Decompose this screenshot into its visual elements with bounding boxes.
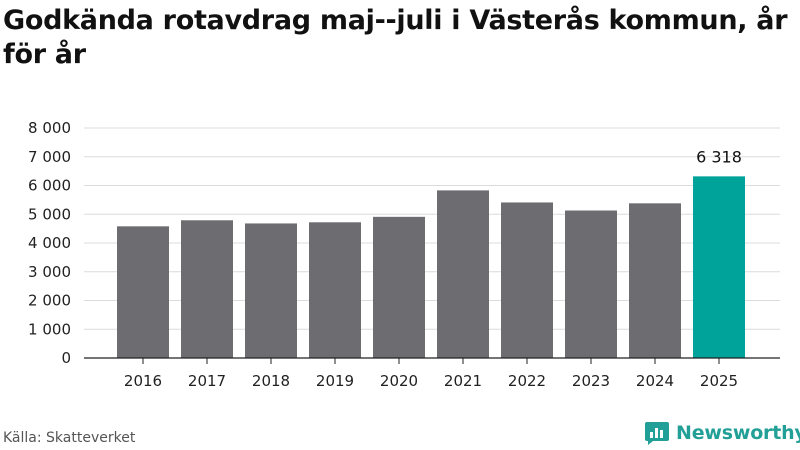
y-tick-label: 2 000 [28,292,71,310]
brand-name: Newsworthy [676,422,800,444]
y-tick-label: 8 000 [28,119,71,137]
x-tick-label: 2017 [188,372,226,390]
y-tick-label: 6 000 [28,177,71,195]
x-tick-label: 2024 [636,372,674,390]
x-tick-label: 2020 [380,372,418,390]
bar-2016 [117,226,169,358]
y-axis-ticks: 0 1 000 2 000 3 000 4 000 5 000 6 000 7 000 8 00… [28,119,71,367]
x-tick-label: 2023 [572,372,610,390]
chart-title: Godkända rotavdrag maj--juli i Västerås … [3,5,788,70]
x-axis-ticks: 2016 2017 2018 2019 2020 2021 2022 2023 2024 2025 [124,358,738,390]
bar-2024 [629,203,681,358]
x-tick-label: 2019 [316,372,354,390]
newsworthy-logo-icon [645,422,669,445]
bar-2022 [501,202,553,358]
bar-2021 [437,190,489,358]
bar-2017 [181,220,233,358]
x-tick-label: 2025 [700,372,738,390]
x-tick-label: 2022 [508,372,546,390]
x-tick-label: 2018 [252,372,290,390]
bar-2023 [565,210,617,358]
bar-2025 [693,176,745,358]
x-tick-label: 2021 [444,372,482,390]
bar-2019 [309,222,361,358]
y-tick-label: 1 000 [28,320,71,338]
data-labels: 6 318 [696,147,742,166]
y-tick-label: 0 [61,349,71,367]
bar-2020 [373,216,425,358]
data-label: 6 318 [696,147,742,166]
brand-logo: Newsworthy [644,420,800,446]
bar-2018 [245,223,297,358]
y-tick-label: 5 000 [28,205,71,223]
x-tick-label: 2016 [124,372,162,390]
bars [117,176,745,358]
source-note: Källa: Skatteverket [3,430,136,446]
y-tick-label: 4 000 [28,234,71,252]
y-tick-label: 3 000 [28,263,71,281]
y-tick-label: 7 000 [28,148,71,166]
